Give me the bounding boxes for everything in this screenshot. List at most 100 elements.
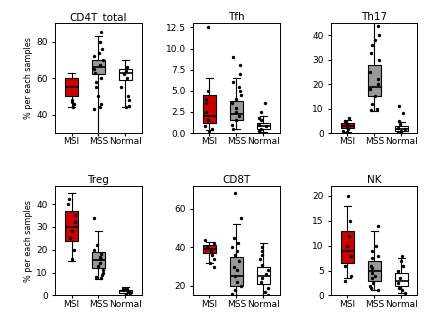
Point [345, 127, 351, 132]
Point [92, 79, 99, 84]
Point [373, 106, 380, 111]
Point [374, 288, 381, 293]
Point [343, 129, 350, 134]
Point [93, 242, 100, 248]
Point [98, 272, 105, 278]
Title: Tfh: Tfh [228, 13, 245, 23]
Title: CD4T_total: CD4T_total [70, 12, 127, 23]
Point [97, 30, 104, 35]
Point [72, 213, 79, 218]
Point [231, 274, 238, 279]
Point [120, 288, 127, 293]
Point [344, 193, 351, 198]
Point [237, 71, 244, 77]
Point [265, 268, 272, 273]
Point [232, 191, 239, 196]
Point [366, 86, 373, 92]
Point [204, 118, 211, 123]
Point [208, 126, 215, 131]
Point [203, 245, 210, 250]
Point [91, 66, 98, 72]
Point [127, 290, 133, 296]
Point [100, 57, 106, 62]
Point [231, 287, 238, 292]
Point [208, 249, 215, 254]
Point [230, 264, 237, 269]
Point [372, 38, 379, 43]
Point [237, 283, 244, 289]
Point [125, 94, 132, 99]
PathPatch shape [119, 290, 132, 293]
Point [236, 298, 242, 304]
Point [396, 122, 403, 127]
Point [235, 114, 242, 119]
Point [369, 265, 376, 271]
Point [100, 268, 106, 273]
Point [123, 105, 130, 110]
Point [233, 118, 239, 123]
Point [98, 101, 104, 106]
Point [72, 220, 79, 225]
Point [118, 85, 124, 90]
Point [401, 127, 408, 132]
Point [68, 229, 75, 234]
Point [370, 280, 377, 286]
Point [258, 262, 265, 267]
Point [343, 120, 349, 125]
Point [262, 272, 269, 277]
Point [371, 273, 378, 278]
Point [92, 275, 99, 280]
PathPatch shape [394, 126, 408, 131]
Point [96, 254, 103, 259]
Point [398, 253, 405, 258]
Point [97, 252, 104, 257]
Point [121, 72, 128, 77]
Point [124, 290, 131, 295]
Point [340, 128, 346, 133]
Title: NK: NK [367, 175, 382, 185]
Point [230, 126, 237, 131]
Point [395, 129, 402, 135]
Point [233, 249, 240, 254]
Point [229, 80, 236, 85]
Point [201, 237, 208, 242]
PathPatch shape [256, 123, 270, 129]
Point [124, 64, 130, 70]
Point [69, 99, 75, 105]
Point [98, 46, 105, 51]
Point [233, 97, 240, 102]
Point [119, 287, 126, 292]
Point [256, 129, 262, 134]
Point [236, 63, 243, 68]
Point [341, 263, 348, 268]
Point [367, 283, 374, 288]
Point [341, 118, 348, 124]
Point [262, 101, 268, 106]
Point [96, 261, 103, 266]
Point [257, 279, 264, 285]
Point [98, 75, 104, 81]
Point [375, 57, 382, 62]
Point [369, 275, 376, 281]
Point [375, 253, 382, 258]
Point [202, 101, 209, 106]
Y-axis label: % per each samples: % per each samples [24, 200, 34, 282]
Point [256, 115, 262, 121]
Point [69, 97, 75, 103]
Point [231, 252, 238, 258]
Point [98, 134, 104, 139]
Point [233, 302, 240, 308]
Point [397, 275, 404, 281]
Point [397, 258, 404, 263]
Point [395, 280, 402, 286]
Y-axis label: % per each samples: % per each samples [24, 37, 34, 119]
PathPatch shape [341, 231, 354, 263]
Point [233, 279, 240, 285]
Point [124, 75, 131, 81]
Point [262, 124, 269, 129]
PathPatch shape [394, 273, 408, 286]
PathPatch shape [119, 69, 132, 80]
Point [265, 285, 272, 290]
PathPatch shape [65, 211, 78, 241]
Point [211, 256, 218, 262]
